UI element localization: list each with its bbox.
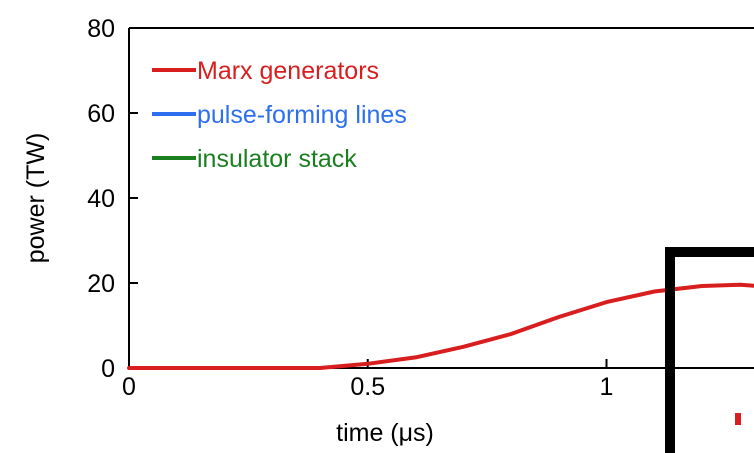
y-tick-label: 60 [87,100,115,128]
legend-label: insulator stack [197,145,357,173]
series-lines [127,282,754,370]
x-tick-label: 0 [122,373,136,401]
overlay-panel-bracket [665,247,754,453]
series-line-marx-generators [127,282,754,370]
y-tick-label: 20 [87,270,115,298]
legend-label: pulse-forming lines [197,101,407,129]
x-tick-label: 0.5 [350,373,385,401]
x-tick-label: 1 [600,373,614,401]
x-axis-title: time (μs) [336,419,434,447]
y-tick-label: 80 [87,15,115,43]
legend-label: Marx generators [197,57,379,85]
y-tick-label: 0 [101,355,115,383]
y-axis-title: power (TW) [22,133,50,264]
y-tick-label: 40 [87,185,115,213]
legend: Marx generators pulse-forming lines insula… [152,57,407,173]
